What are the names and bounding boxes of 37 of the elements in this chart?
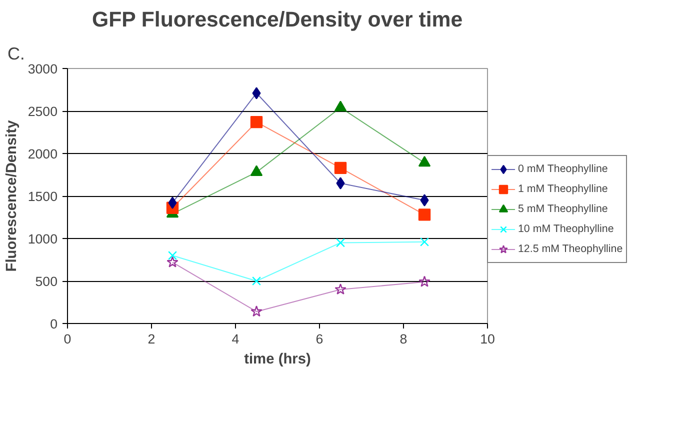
point	[420, 194, 429, 206]
point	[252, 276, 261, 286]
y-tick-label: 3000	[28, 62, 58, 76]
point	[250, 116, 263, 128]
x-tick-label: 4	[232, 332, 240, 346]
x-tick-label: 0	[64, 332, 72, 346]
point	[336, 238, 345, 248]
y-tick-label: 2000	[28, 146, 58, 162]
point	[418, 276, 430, 287]
legend-label: 10 mM Theophylline	[518, 222, 614, 237]
point	[334, 162, 347, 174]
point	[336, 177, 345, 190]
legend-label: 12.5 mM Theophylline	[518, 242, 623, 257]
x-tick-label: 8	[400, 332, 408, 346]
point	[420, 237, 429, 246]
x-tick-label: 2	[148, 332, 156, 346]
legend-label: 1 mM Theophylline	[518, 182, 608, 197]
x-tick-label: 6	[316, 332, 324, 346]
point	[168, 251, 177, 260]
point	[334, 283, 346, 295]
point	[166, 256, 178, 268]
chart-title: GFP Fluorescence/Density over time	[92, 8, 463, 32]
y-tick-label: 2500	[28, 104, 58, 119]
legend-label: 5 mM Theophylline	[518, 202, 608, 217]
point	[168, 196, 177, 209]
x-axis-title: time (hrs)	[244, 352, 312, 368]
y-tick-label: 1500	[28, 189, 58, 204]
point	[252, 87, 261, 100]
y-tick-label: 500	[35, 274, 58, 289]
x-tick-label: 10	[480, 332, 495, 346]
text: C.	[8, 44, 25, 64]
point	[250, 306, 262, 317]
y-tick-label: 0	[50, 316, 58, 332]
y-tick-label: 1000	[28, 232, 58, 246]
legend-label: 0 mM Theophylline	[518, 162, 608, 177]
point	[418, 208, 431, 221]
y-axis-title: Fluorescence/Density	[4, 119, 20, 272]
